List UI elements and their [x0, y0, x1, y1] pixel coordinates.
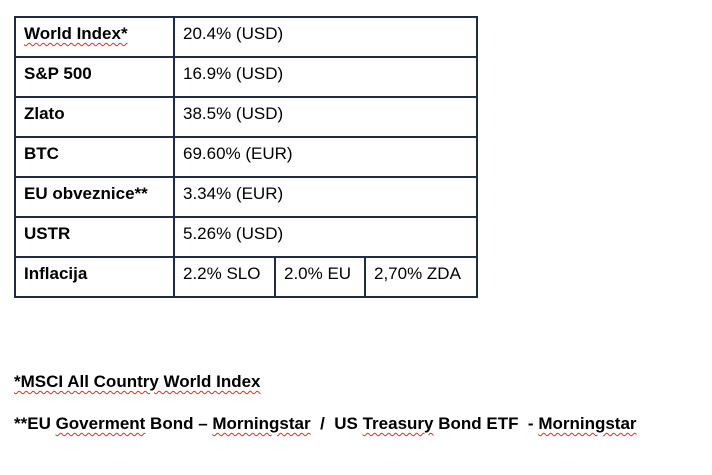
inflation-zda: 2,70% ZDA — [364, 256, 478, 298]
table-row: USTR 5.26% (USD) — [14, 216, 478, 258]
table-row: BTC 69.60% (EUR) — [14, 136, 478, 178]
footnote-word: Morningstar — [538, 414, 637, 433]
footnote-part: Bond ETF - — [433, 414, 539, 433]
row-value: 5.26% (USD) — [173, 216, 478, 258]
row-value: 20.4% (USD) — [173, 16, 478, 58]
footnote-part: / US — [310, 414, 363, 433]
row-label: EU obveznice** — [14, 176, 175, 218]
footnote-part: **EU — [14, 414, 56, 433]
footnote-part: Bond – — [145, 414, 213, 433]
row-value: 38.5% (USD) — [173, 96, 478, 138]
table-row: Zlato 38.5% (USD) — [14, 96, 478, 138]
inflation-label: Inflacija — [14, 256, 175, 298]
returns-table-container: World Index* 20.4% (USD) S&P 500 16.9% (… — [14, 16, 478, 298]
footnote-word: Goverment — [55, 414, 146, 433]
footnote-bonds: **EU Goverment Bond – Morningstar / US T… — [14, 414, 637, 434]
table-row: EU obveznice** 3.34% (EUR) — [14, 176, 478, 218]
table-row: World Index* 20.4% (USD) — [14, 16, 478, 58]
row-label-text: World Index* — [24, 24, 128, 43]
table-row: S&P 500 16.9% (USD) — [14, 56, 478, 98]
inflation-slo: 2.2% SLO — [173, 256, 276, 298]
row-label: World Index* — [14, 16, 175, 58]
row-value: 69.60% (EUR) — [173, 136, 478, 178]
row-value: 16.9% (USD) — [173, 56, 478, 98]
footnote-word: Morningstar — [212, 414, 311, 433]
row-value: 3.34% (EUR) — [173, 176, 478, 218]
row-label: BTC — [14, 136, 175, 178]
row-label: Zlato — [14, 96, 175, 138]
footnote-word: Treasury — [362, 414, 434, 433]
footnote-msci-text: *MSCI All Country World Index — [14, 372, 261, 391]
row-label: USTR — [14, 216, 175, 258]
inflation-eu: 2.0% EU — [274, 256, 366, 298]
footnote-msci: *MSCI All Country World Index — [14, 372, 261, 392]
row-label: S&P 500 — [14, 56, 175, 98]
returns-table: World Index* 20.4% (USD) S&P 500 16.9% (… — [14, 16, 478, 298]
inflation-row: Inflacija 2.2% SLO 2.0% EU 2,70% ZDA — [14, 256, 478, 298]
